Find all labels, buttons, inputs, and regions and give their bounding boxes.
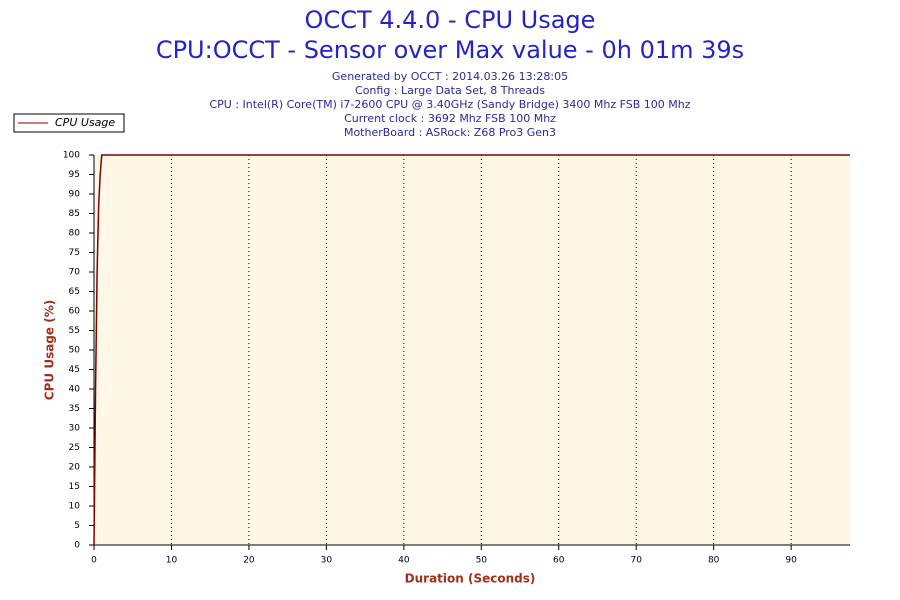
y-tick-label: 85 [69,209,80,219]
info-line: Current clock : 3692 Mhz FSB 100 Mhz [344,112,556,125]
y-tick-label: 35 [69,404,80,414]
y-tick-label: 90 [69,190,81,200]
info-line: MotherBoard : ASRock: Z68 Pro3 Gen3 [344,126,556,139]
x-tick-label: 30 [321,556,333,566]
y-tick-label: 55 [69,326,80,336]
x-tick-label: 20 [243,556,255,566]
y-tick-label: 50 [69,346,81,356]
legend-label: CPU Usage [55,116,115,129]
y-tick-label: 60 [69,307,81,317]
plot-area [94,155,850,545]
info-line: Generated by OCCT : 2014.03.26 13:28:05 [332,70,568,83]
legend: CPU Usage [13,113,125,133]
y-tick-label: 0 [74,541,80,551]
y-axis-label: CPU Usage (%) [43,300,57,400]
x-tick-label: 80 [708,556,720,566]
x-tick-label: 60 [553,556,565,566]
y-tick-label: 20 [69,463,81,473]
y-tick-label: 10 [69,502,81,512]
y-tick-label: 5 [74,521,80,531]
chart-subtitle: CPU:OCCT - Sensor over Max value - 0h 01… [156,36,744,64]
x-tick-label: 0 [91,556,97,566]
y-tick-label: 25 [69,443,80,453]
series-line [93,154,850,546]
chart-title: OCCT 4.4.0 - CPU Usage [305,6,596,34]
x-tick-label: 10 [166,556,178,566]
x-tick-label: 70 [630,556,642,566]
x-tick-label: 50 [476,556,488,566]
x-axis-label: Duration (Seconds) [405,572,536,586]
y-tick-label: 100 [63,151,80,161]
info-line: Config : Large Data Set, 8 Threads [355,84,545,97]
y-tick-label: 70 [69,268,81,278]
y-tick-label: 65 [69,287,80,297]
info-line: CPU : Intel(R) Core(TM) i7-2600 CPU @ 3.… [209,98,690,111]
y-tick-label: 95 [69,170,80,180]
y-tick-label: 45 [69,365,80,375]
x-tick-label: 90 [785,556,797,566]
y-tick-label: 75 [69,248,80,258]
y-tick-label: 15 [69,482,80,492]
y-tick-label: 80 [69,229,81,239]
legend-box [13,113,125,133]
x-tick-label: 40 [398,556,410,566]
y-tick-label: 40 [69,385,81,395]
y-tick-label: 30 [69,424,81,434]
